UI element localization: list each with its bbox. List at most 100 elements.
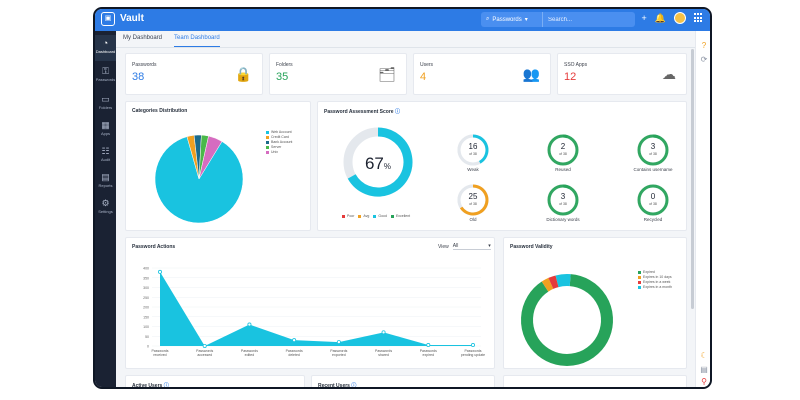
tab-team-dashboard[interactable]: Team Dashboard bbox=[174, 35, 220, 47]
pie-slice[interactable] bbox=[154, 136, 244, 224]
stat-label: SSO Apps bbox=[564, 62, 588, 68]
info-icon[interactable]: ⓘ bbox=[394, 109, 400, 115]
assessment-charts bbox=[343, 127, 669, 216]
sidebar-item-audit[interactable]: ☷ Audit bbox=[95, 143, 116, 169]
card-title: Active Users ⓘ bbox=[132, 382, 169, 389]
data-point[interactable] bbox=[292, 338, 297, 343]
legend-item: Web Account bbox=[266, 130, 292, 135]
legend-label: Good bbox=[378, 214, 387, 218]
data-point[interactable] bbox=[158, 269, 163, 274]
stat-card-sso-apps[interactable]: SSO Apps 12 ☁ bbox=[557, 53, 687, 95]
card-title-text: Recent Users bbox=[318, 383, 350, 389]
data-point[interactable] bbox=[426, 343, 431, 348]
data-point[interactable] bbox=[470, 343, 475, 348]
x-tick-label: Passwords received bbox=[151, 349, 168, 357]
dashboard-tabs: My Dashboard Team Dashboard bbox=[123, 35, 220, 47]
x-tick-label: Passwords shared bbox=[375, 349, 392, 357]
legend-item: Good bbox=[373, 214, 387, 219]
stat-card-users[interactable]: Users 4 👥 bbox=[413, 53, 551, 95]
data-point[interactable] bbox=[202, 344, 207, 349]
legend-label: Server bbox=[271, 145, 282, 149]
sidebar-item-dashboard[interactable]: ◔ Dashboard bbox=[95, 35, 116, 61]
donut-slice[interactable] bbox=[541, 277, 554, 292]
x-tick-label: Passwords accessed bbox=[196, 349, 213, 357]
x-tick-label: Passwords pending update bbox=[461, 349, 485, 357]
area-series[interactable] bbox=[160, 271, 473, 346]
y-tick-label: 50 bbox=[145, 335, 149, 339]
metric-ring-outline bbox=[637, 134, 669, 166]
legend-label: Bank Account bbox=[271, 140, 293, 144]
x-tick-label: Passwords edited bbox=[241, 349, 258, 357]
donut-slice[interactable] bbox=[555, 274, 571, 288]
metric-ring[interactable] bbox=[637, 134, 669, 166]
pie-slice[interactable] bbox=[198, 135, 223, 180]
search-input[interactable] bbox=[543, 12, 635, 27]
x-tick-label: Passwords deleted bbox=[286, 349, 303, 357]
card-title: Password Actions bbox=[132, 244, 176, 250]
recent-users-card: Recent Users ⓘ bbox=[311, 375, 495, 389]
metric-ring-fill bbox=[472, 134, 489, 164]
help-icon[interactable]: ? bbox=[701, 41, 707, 50]
view-select[interactable]: All ▾ bbox=[452, 243, 491, 250]
metric-value: 16 bbox=[468, 142, 478, 151]
password-actions-chart: 0 50 100 150 200 250 300 350 400 Passwords receive… bbox=[143, 267, 485, 358]
info-icon[interactable]: ⓘ bbox=[351, 383, 357, 389]
sync-icon[interactable]: ⟳ bbox=[700, 55, 708, 64]
folder-icon: 🗂 bbox=[378, 66, 396, 82]
apps-icon: ▦ bbox=[101, 120, 110, 130]
legend-item: Avg bbox=[358, 214, 369, 219]
top-icons: + 🔔 bbox=[642, 12, 704, 24]
bell-icon[interactable]: 🔔 bbox=[654, 12, 666, 23]
sidebar-item-passwords[interactable]: ⚿ Passwords bbox=[95, 63, 116, 89]
x-tick-label: Passwords expired bbox=[420, 349, 437, 357]
assessment-title: Password Assessment Score bbox=[324, 109, 394, 115]
add-icon[interactable]: + bbox=[641, 13, 647, 23]
metric-of-total: of 38 bbox=[559, 202, 567, 206]
score-unit: % bbox=[383, 162, 392, 171]
scrollbar[interactable] bbox=[691, 49, 694, 309]
metric-ring[interactable] bbox=[547, 134, 579, 166]
password-validity-card: Password Validity Expired Expires in 10 … bbox=[503, 237, 687, 369]
avatar[interactable] bbox=[674, 12, 686, 24]
sidebar-item-apps[interactable]: ▦ Apps bbox=[95, 117, 116, 143]
sidebar-item-reports[interactable]: ▤ Reports bbox=[95, 169, 116, 195]
metric-ring[interactable] bbox=[457, 134, 489, 166]
stat-card-passwords[interactable]: Passwords 38 🔒 bbox=[125, 53, 263, 95]
key-icon: ⚿ bbox=[102, 66, 109, 76]
stat-value: 12 bbox=[564, 71, 577, 83]
sidebar-item-folders[interactable]: ▭ Folders bbox=[95, 91, 116, 117]
pin-icon[interactable]: ⚲ bbox=[701, 377, 707, 386]
metric-ring[interactable] bbox=[457, 184, 489, 216]
data-point[interactable] bbox=[336, 340, 341, 345]
app-grid-icon[interactable] bbox=[694, 13, 704, 23]
search-scope-dropdown[interactable]: ⌕ Passwords ▾ bbox=[481, 12, 543, 27]
donut-slice[interactable] bbox=[521, 274, 613, 366]
data-point[interactable] bbox=[381, 330, 386, 335]
metric-ring-outline bbox=[547, 134, 579, 166]
metric-label: Dictionary words bbox=[546, 217, 580, 222]
y-tick-label: 300 bbox=[143, 286, 149, 290]
sidebar: ◔ Dashboard ⚿ Passwords ▭ Folders ▦ Apps… bbox=[95, 31, 116, 387]
tabs-divider bbox=[116, 47, 700, 48]
notes-icon[interactable]: ▤ bbox=[700, 365, 708, 374]
x-tick-label: Passwords exported bbox=[330, 349, 347, 357]
metric-label: Recycled bbox=[643, 217, 663, 222]
stat-value: 38 bbox=[132, 71, 145, 83]
info-icon[interactable]: ⓘ bbox=[163, 383, 169, 389]
card-title: Password Assessment Score ⓘ bbox=[324, 108, 400, 115]
sidebar-item-settings[interactable]: ⚙ Settings bbox=[95, 195, 116, 221]
data-point[interactable] bbox=[247, 322, 252, 327]
tab-my-dashboard[interactable]: My Dashboard bbox=[123, 35, 163, 41]
stat-card-folders[interactable]: Folders 35 🗂 bbox=[269, 53, 407, 95]
metric-ring[interactable] bbox=[547, 184, 579, 216]
metric-value: 2 bbox=[560, 142, 566, 151]
legend-label: Expired bbox=[643, 270, 655, 274]
legend-label: Expires in 10 days bbox=[643, 275, 672, 279]
score-legend: Poor Avg Good Excellent bbox=[342, 214, 410, 219]
legend-item: Excellent bbox=[390, 214, 410, 219]
donut-slice[interactable] bbox=[548, 275, 559, 289]
moon-icon[interactable]: ☾ bbox=[700, 351, 708, 360]
metric-ring[interactable] bbox=[637, 184, 669, 216]
metric-of-total: of 38 bbox=[469, 152, 477, 156]
settings-icon: ⚙ bbox=[101, 198, 110, 208]
